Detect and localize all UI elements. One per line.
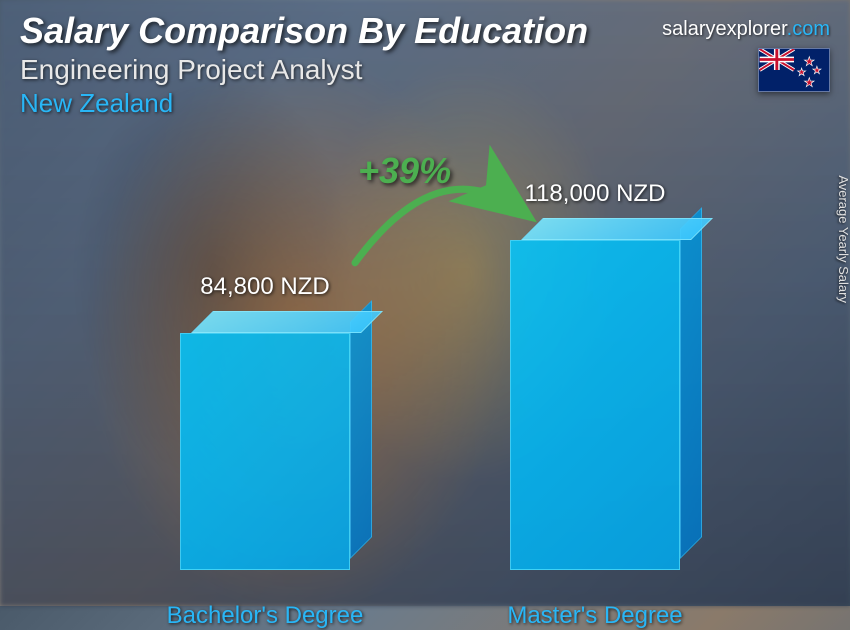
flag-icon — [758, 48, 830, 92]
y-axis-label: Average Yearly Salary — [837, 175, 850, 303]
brand-name: salaryexplorer — [662, 18, 787, 40]
job-title: Engineering Project Analyst — [20, 54, 830, 86]
bar-top — [191, 311, 383, 333]
country-label: New Zealand — [20, 88, 830, 119]
bar-front — [180, 333, 350, 570]
bar-top — [521, 218, 713, 240]
brand-logo: salaryexplorer.com — [662, 18, 830, 41]
bar-value-label: 118,000 NZD — [525, 180, 666, 208]
bar-side — [350, 300, 372, 559]
increase-badge: +39% — [358, 150, 451, 192]
brand-suffix: .com — [787, 18, 830, 40]
bar-group: 118,000 NZDMaster's Degree — [510, 240, 680, 570]
bar-chart: 84,800 NZDBachelor's Degree 118,000 NZDMa… — [80, 140, 750, 570]
bar-category-label: Master's Degree — [507, 602, 682, 630]
bar-value-label: 84,800 NZD — [200, 273, 329, 301]
bar-side — [680, 207, 702, 559]
bar-category-label: Bachelor's Degree — [167, 602, 364, 630]
bar-front — [510, 240, 680, 570]
bar-group: 84,800 NZDBachelor's Degree — [180, 333, 350, 570]
